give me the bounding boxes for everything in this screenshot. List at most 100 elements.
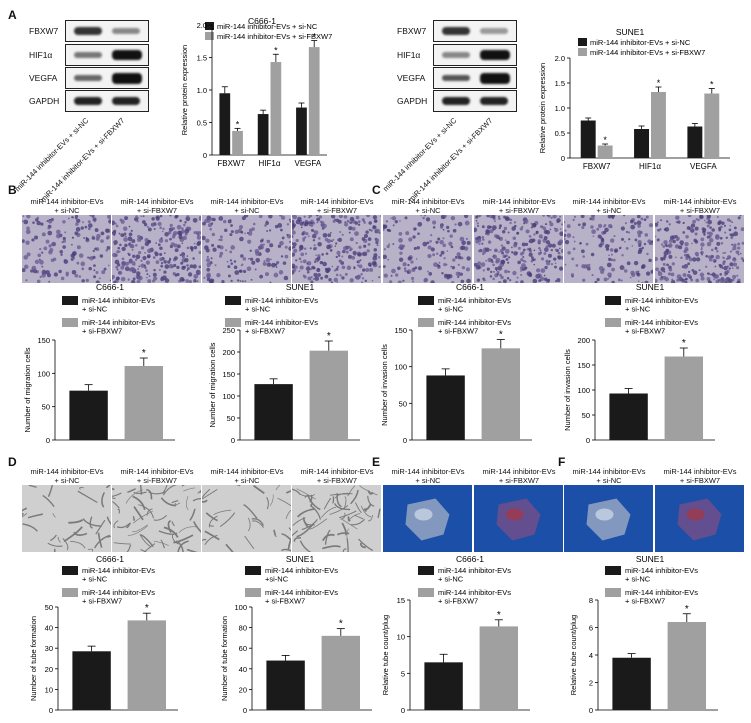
legend-label-e-0: miR-144 inhibitor-EVs + si-NC — [438, 566, 511, 584]
bar-a-sune-0-1 — [597, 145, 613, 158]
legend-swatch-d-sune-1 — [245, 588, 261, 597]
blot1-gapdh-image — [65, 90, 149, 112]
panel-letter-c: C — [372, 183, 381, 197]
chart-title-d-c666: C666-1 — [96, 554, 124, 564]
x-tick-label-a-c666-0: FBXW7 — [217, 159, 245, 168]
x-tick-label-a-sune-1: HIF1α — [639, 162, 661, 171]
y-tick-label-c-c666-0: 0 — [403, 436, 407, 445]
y-tick-label-d-c666-1: 10 — [45, 685, 53, 694]
legend-swatch-a-sune-1 — [578, 48, 587, 56]
y-tick-label-b-sune-1: 50 — [227, 414, 235, 423]
micro-caption-row1-0: miR-144 inhibitor-EVs + si-NC — [30, 197, 104, 215]
chart-title-f: SUNE1 — [636, 554, 665, 564]
plug-image-5 — [474, 485, 563, 552]
legend-swatch-f-1 — [605, 588, 621, 597]
y-tick-label-f-0: 0 — [589, 706, 593, 715]
chart-title-b-c666: C666-1 — [96, 282, 124, 292]
y-tick-label-f-2: 4 — [589, 651, 593, 660]
sig-a-c666-2: * — [312, 32, 316, 42]
y-tick-label-c-c666-1: 50 — [399, 399, 407, 408]
y-tick-label-b-c666-0: 0 — [46, 436, 50, 445]
bar-a-sune-0-0 — [580, 120, 596, 158]
bar-a-c666-1-0 — [257, 114, 269, 155]
micro-caption-row1-6: miR-144 inhibitor-EVs + si-NC — [572, 197, 646, 215]
y-tick-label-d-c666-2: 20 — [45, 665, 53, 674]
transwell-image-7 — [655, 215, 744, 283]
micro-caption-row2-2: miR-144 inhibitor-EVs + si-NC — [210, 467, 284, 485]
y-tick-label-a-c666-1: 0.5 — [197, 119, 207, 128]
bar-a-sune-1-1 — [651, 92, 666, 158]
sig-a-c666-1: * — [274, 45, 278, 55]
bar-a-c666-1-1 — [270, 62, 282, 155]
y-tick-label-d-c666-0: 0 — [49, 706, 53, 715]
chart-title-b-sune: SUNE1 — [286, 282, 315, 292]
y-tick-label-a-c666-3: 1.5 — [197, 54, 207, 63]
y-tick-label-d-sune-2: 40 — [239, 665, 247, 674]
legend-label-c-c666-0: miR-144 inhibitor-EVs + si-NC — [438, 296, 511, 314]
y-label-d-c666: Number of tube formation — [29, 616, 38, 701]
bar-a-c666-0-1 — [232, 130, 243, 155]
sig-a-sune-2: * — [710, 80, 714, 90]
transwell-image-6 — [564, 215, 653, 283]
transwell-image-5 — [474, 215, 563, 283]
micro-caption-row2-6: miR-144 inhibitor-EVs + si-NC — [572, 467, 646, 485]
legend-label-d-c666-0: miR-144 inhibitor-EVs + si-NC — [82, 566, 155, 584]
bar-b-sune-0 — [254, 384, 293, 440]
y-tick-label-c-c666-2: 100 — [394, 363, 407, 372]
legend-label-a-c666-0: miR-144 inhibitor-EVs + si-NC — [217, 22, 318, 31]
panel-letter-a: A — [8, 8, 17, 22]
y-tick-label-c-c666-3: 150 — [394, 326, 407, 335]
y-tick-label-c-sune-2: 100 — [577, 386, 590, 395]
y-label-b-c666: Number of migration cells — [23, 347, 32, 432]
y-tick-label-e-0: 0 — [401, 706, 405, 715]
legend-swatch-d-sune-0 — [245, 566, 261, 575]
y-tick-label-b-sune-2: 100 — [222, 392, 235, 401]
tube-image-0 — [22, 485, 111, 552]
legend-label-c-c666-1: miR-144 inhibitor-EVs + si-FBXW7 — [438, 318, 511, 336]
y-tick-label-d-sune-1: 20 — [239, 685, 247, 694]
micro-caption-row1-4: miR-144 inhibitor-EVs + si-NC — [391, 197, 465, 215]
blot1-label-gapdh: GAPDH — [29, 96, 60, 106]
y-tick-label-e-3: 15 — [397, 596, 405, 605]
legend-swatch-b-sune-1 — [225, 318, 241, 327]
sig-a-c666-0: * — [236, 119, 240, 129]
panel-letter-f: F — [558, 455, 566, 469]
sig-d-c666: * — [145, 603, 149, 614]
y-tick-label-a-sune-4: 2.0 — [555, 54, 565, 63]
blot2-vegfa-image — [433, 67, 517, 89]
y-label-a-c666: Relative protein expression — [180, 45, 189, 135]
y-label-f: Relative tube count/plug — [569, 615, 578, 695]
micro-caption-row2-3: miR-144 inhibitor-EVs + si-FBXW7 — [300, 467, 374, 485]
plug-image-4 — [383, 485, 472, 552]
micro-caption-row2-5: miR-144 inhibitor-EVs + si-FBXW7 — [482, 467, 556, 485]
legend-label-b-sune-1: miR-144 inhibitor-EVs + si-FBXW7 — [245, 318, 318, 336]
bar-d-sune-0 — [266, 660, 305, 710]
sig-d-sune: * — [339, 619, 343, 630]
y-label-a-sune: Relative protein expression — [538, 63, 547, 153]
y-tick-label-c-sune-4: 200 — [577, 336, 590, 345]
micro-caption-row1-5: miR-144 inhibitor-EVs + si-FBXW7 — [482, 197, 556, 215]
sig-a-sune-0: * — [603, 135, 607, 145]
bar-f-1 — [667, 622, 706, 710]
y-tick-label-c-sune-0: 0 — [586, 436, 590, 445]
chart-title-e: C666-1 — [456, 554, 484, 564]
legend-label-c-sune-1: miR-144 inhibitor-EVs + si-FBXW7 — [625, 318, 698, 336]
blot2-fbxw7-image — [433, 20, 517, 42]
legend-swatch-a-sune-0 — [578, 38, 587, 46]
bar-a-c666-0-0 — [219, 93, 231, 155]
bar-a-sune-2-1 — [704, 93, 720, 158]
micro-caption-row2-4: miR-144 inhibitor-EVs + si-NC — [391, 467, 465, 485]
micro-caption-row1-3: miR-144 inhibitor-EVs + si-FBXW7 — [300, 197, 374, 215]
legend-label-d-sune-1: miR-144 inhibitor-EVs + si-FBXW7 — [265, 588, 338, 606]
bar-b-c666-1 — [124, 366, 163, 440]
bar-b-sune-1 — [309, 350, 348, 440]
plug-image-6 — [564, 485, 653, 552]
tube-image-3 — [292, 485, 381, 552]
bar-d-c666-0 — [72, 651, 111, 710]
y-tick-label-e-2: 10 — [397, 633, 405, 642]
legend-label-a-sune-0: miR-144 inhibitor-EVs + si-NC — [590, 38, 691, 47]
sig-b-c666: * — [142, 348, 146, 359]
y-tick-label-b-sune-4: 200 — [222, 348, 235, 357]
bar-b-c666-0 — [69, 390, 108, 440]
blot2-label-hif1a: HIF1α — [397, 50, 421, 60]
